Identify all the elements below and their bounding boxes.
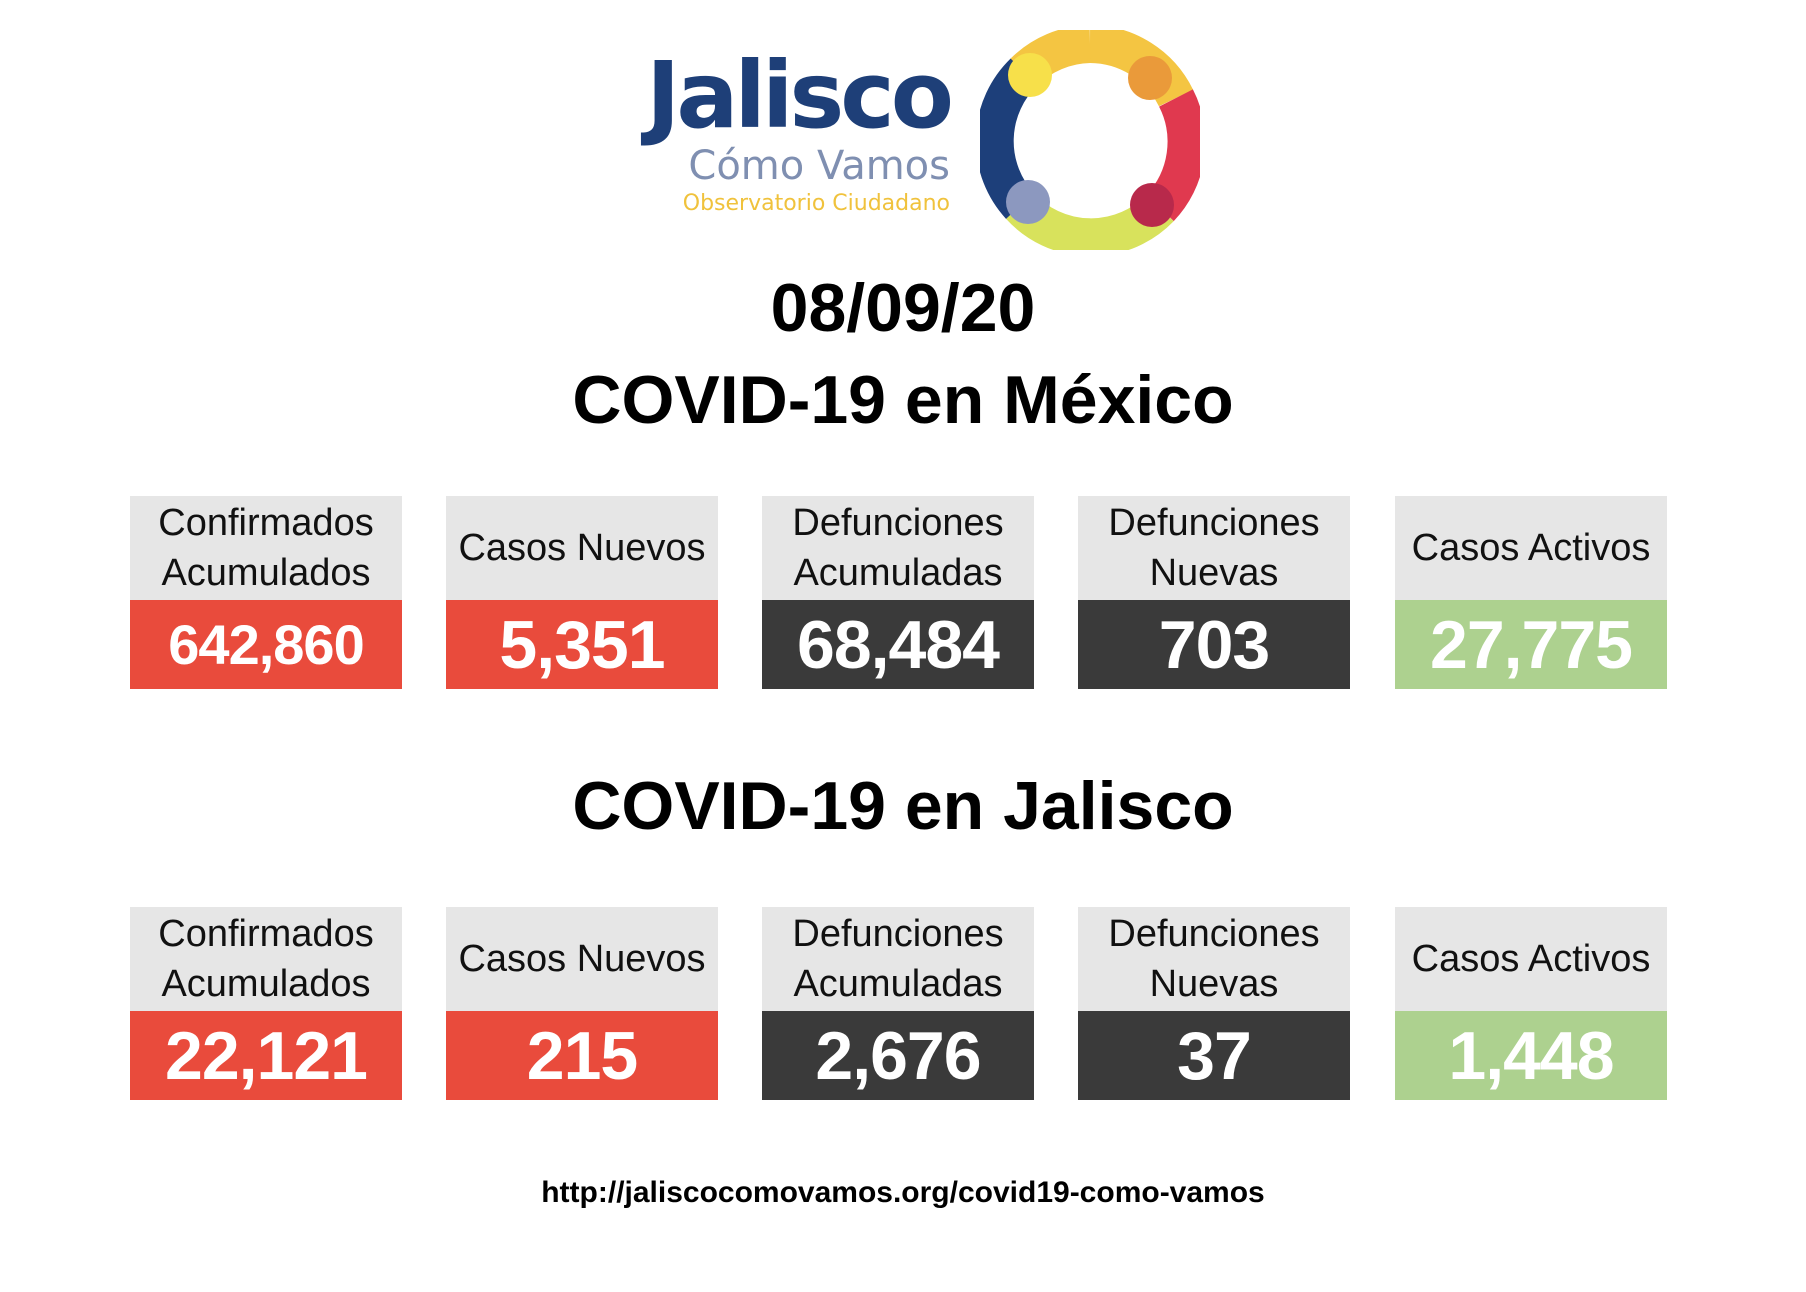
- stat-value: 37: [1078, 1011, 1350, 1100]
- stat-card-casos-nuevos: Casos Nuevos 215: [446, 907, 718, 1100]
- stat-label: Casos Nuevos: [446, 907, 718, 1011]
- stat-label: Defunciones Acumuladas: [762, 496, 1034, 600]
- section-title-mexico: COVID-19 en México: [572, 362, 1234, 438]
- logo-ring-icon: [980, 30, 1200, 250]
- stat-value: 27,775: [1395, 600, 1667, 689]
- stat-label: Confirmados Acumulados: [130, 907, 402, 1011]
- stat-card-confirmados-acumulados: Confirmados Acumulados 22,121: [130, 907, 402, 1100]
- stat-value: 2,676: [762, 1011, 1034, 1100]
- stat-card-casos-activos: Casos Activos 1,448: [1395, 907, 1667, 1100]
- stat-card-casos-nuevos: Casos Nuevos 5,351: [446, 496, 718, 689]
- report-date: 08/09/20: [770, 270, 1036, 346]
- stat-card-defunciones-acumuladas: Defunciones Acumuladas 68,484: [762, 496, 1034, 689]
- stat-value: 642,860: [130, 600, 402, 689]
- stat-label: Casos Activos: [1395, 907, 1667, 1011]
- stat-label: Casos Activos: [1395, 496, 1667, 600]
- stat-value: 1,448: [1395, 1011, 1667, 1100]
- stat-card-confirmados-acumulados: Confirmados Acumulados 642,860: [130, 496, 402, 689]
- logo-title: Jalisco: [646, 42, 954, 149]
- stat-label: Confirmados Acumulados: [130, 496, 402, 600]
- stat-label: Defunciones Nuevas: [1078, 907, 1350, 1011]
- stat-card-casos-activos: Casos Activos 27,775: [1395, 496, 1667, 689]
- stat-card-defunciones-nuevas: Defunciones Nuevas 703: [1078, 496, 1350, 689]
- logo: Jalisco Cómo Vamos Observatorio Ciudadan…: [640, 30, 1200, 250]
- stat-value: 215: [446, 1011, 718, 1100]
- stat-card-defunciones-nuevas: Defunciones Nuevas 37: [1078, 907, 1350, 1100]
- logo-text: Jalisco Cómo Vamos Observatorio Ciudadan…: [640, 42, 954, 218]
- footer-link[interactable]: http://jaliscocomovamos.org/covid19-como…: [541, 1176, 1265, 1209]
- stats-row-mexico: Confirmados Acumulados 642,860 Casos Nue…: [0, 496, 1806, 689]
- stats-row-jalisco: Confirmados Acumulados 22,121 Casos Nuev…: [0, 907, 1806, 1100]
- stat-label: Defunciones Acumuladas: [762, 907, 1034, 1011]
- stat-label: Defunciones Nuevas: [1078, 496, 1350, 600]
- stat-value: 22,121: [130, 1011, 402, 1100]
- stat-value: 68,484: [762, 600, 1034, 689]
- stat-value: 703: [1078, 600, 1350, 689]
- stat-value: 5,351: [446, 600, 718, 689]
- logo-tagline: Observatorio Ciudadano: [682, 191, 950, 216]
- section-title-jalisco: COVID-19 en Jalisco: [572, 768, 1234, 844]
- stat-label: Casos Nuevos: [446, 496, 718, 600]
- logo-subtitle: Cómo Vamos: [688, 143, 950, 189]
- stat-card-defunciones-acumuladas: Defunciones Acumuladas 2,676: [762, 907, 1034, 1100]
